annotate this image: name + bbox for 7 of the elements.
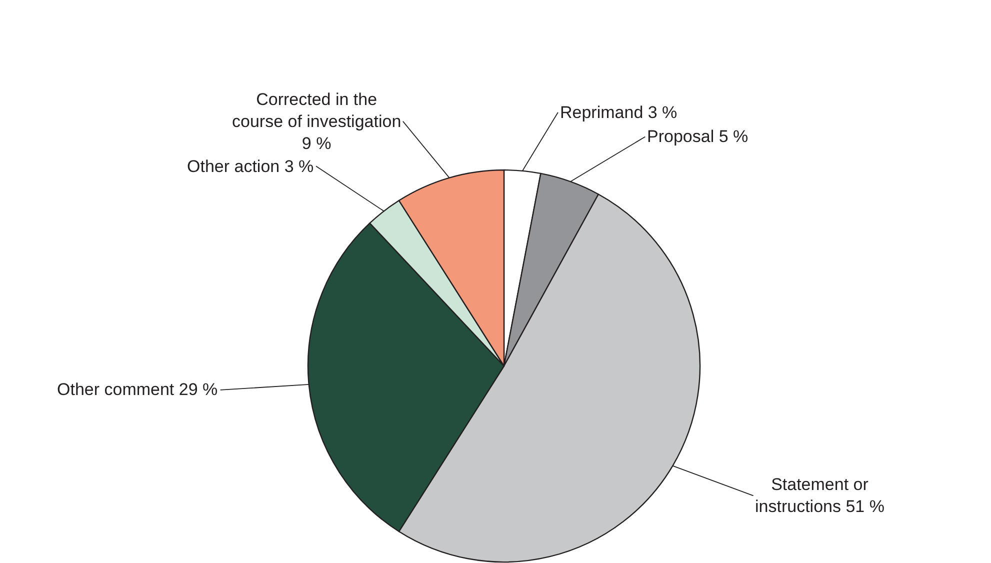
slice-label: Corrected in the course of investigation (232, 90, 402, 132)
slice-label: Proposal 5 % (647, 127, 748, 146)
slice-label: Other action 3 % (187, 157, 314, 176)
slice-label: Statement or instructions 51 % (755, 475, 884, 516)
slice-label: Reprimand 3 % (560, 103, 678, 122)
slice-label: Other comment 29 % (57, 380, 218, 399)
data-label: 9 % (302, 134, 332, 154)
